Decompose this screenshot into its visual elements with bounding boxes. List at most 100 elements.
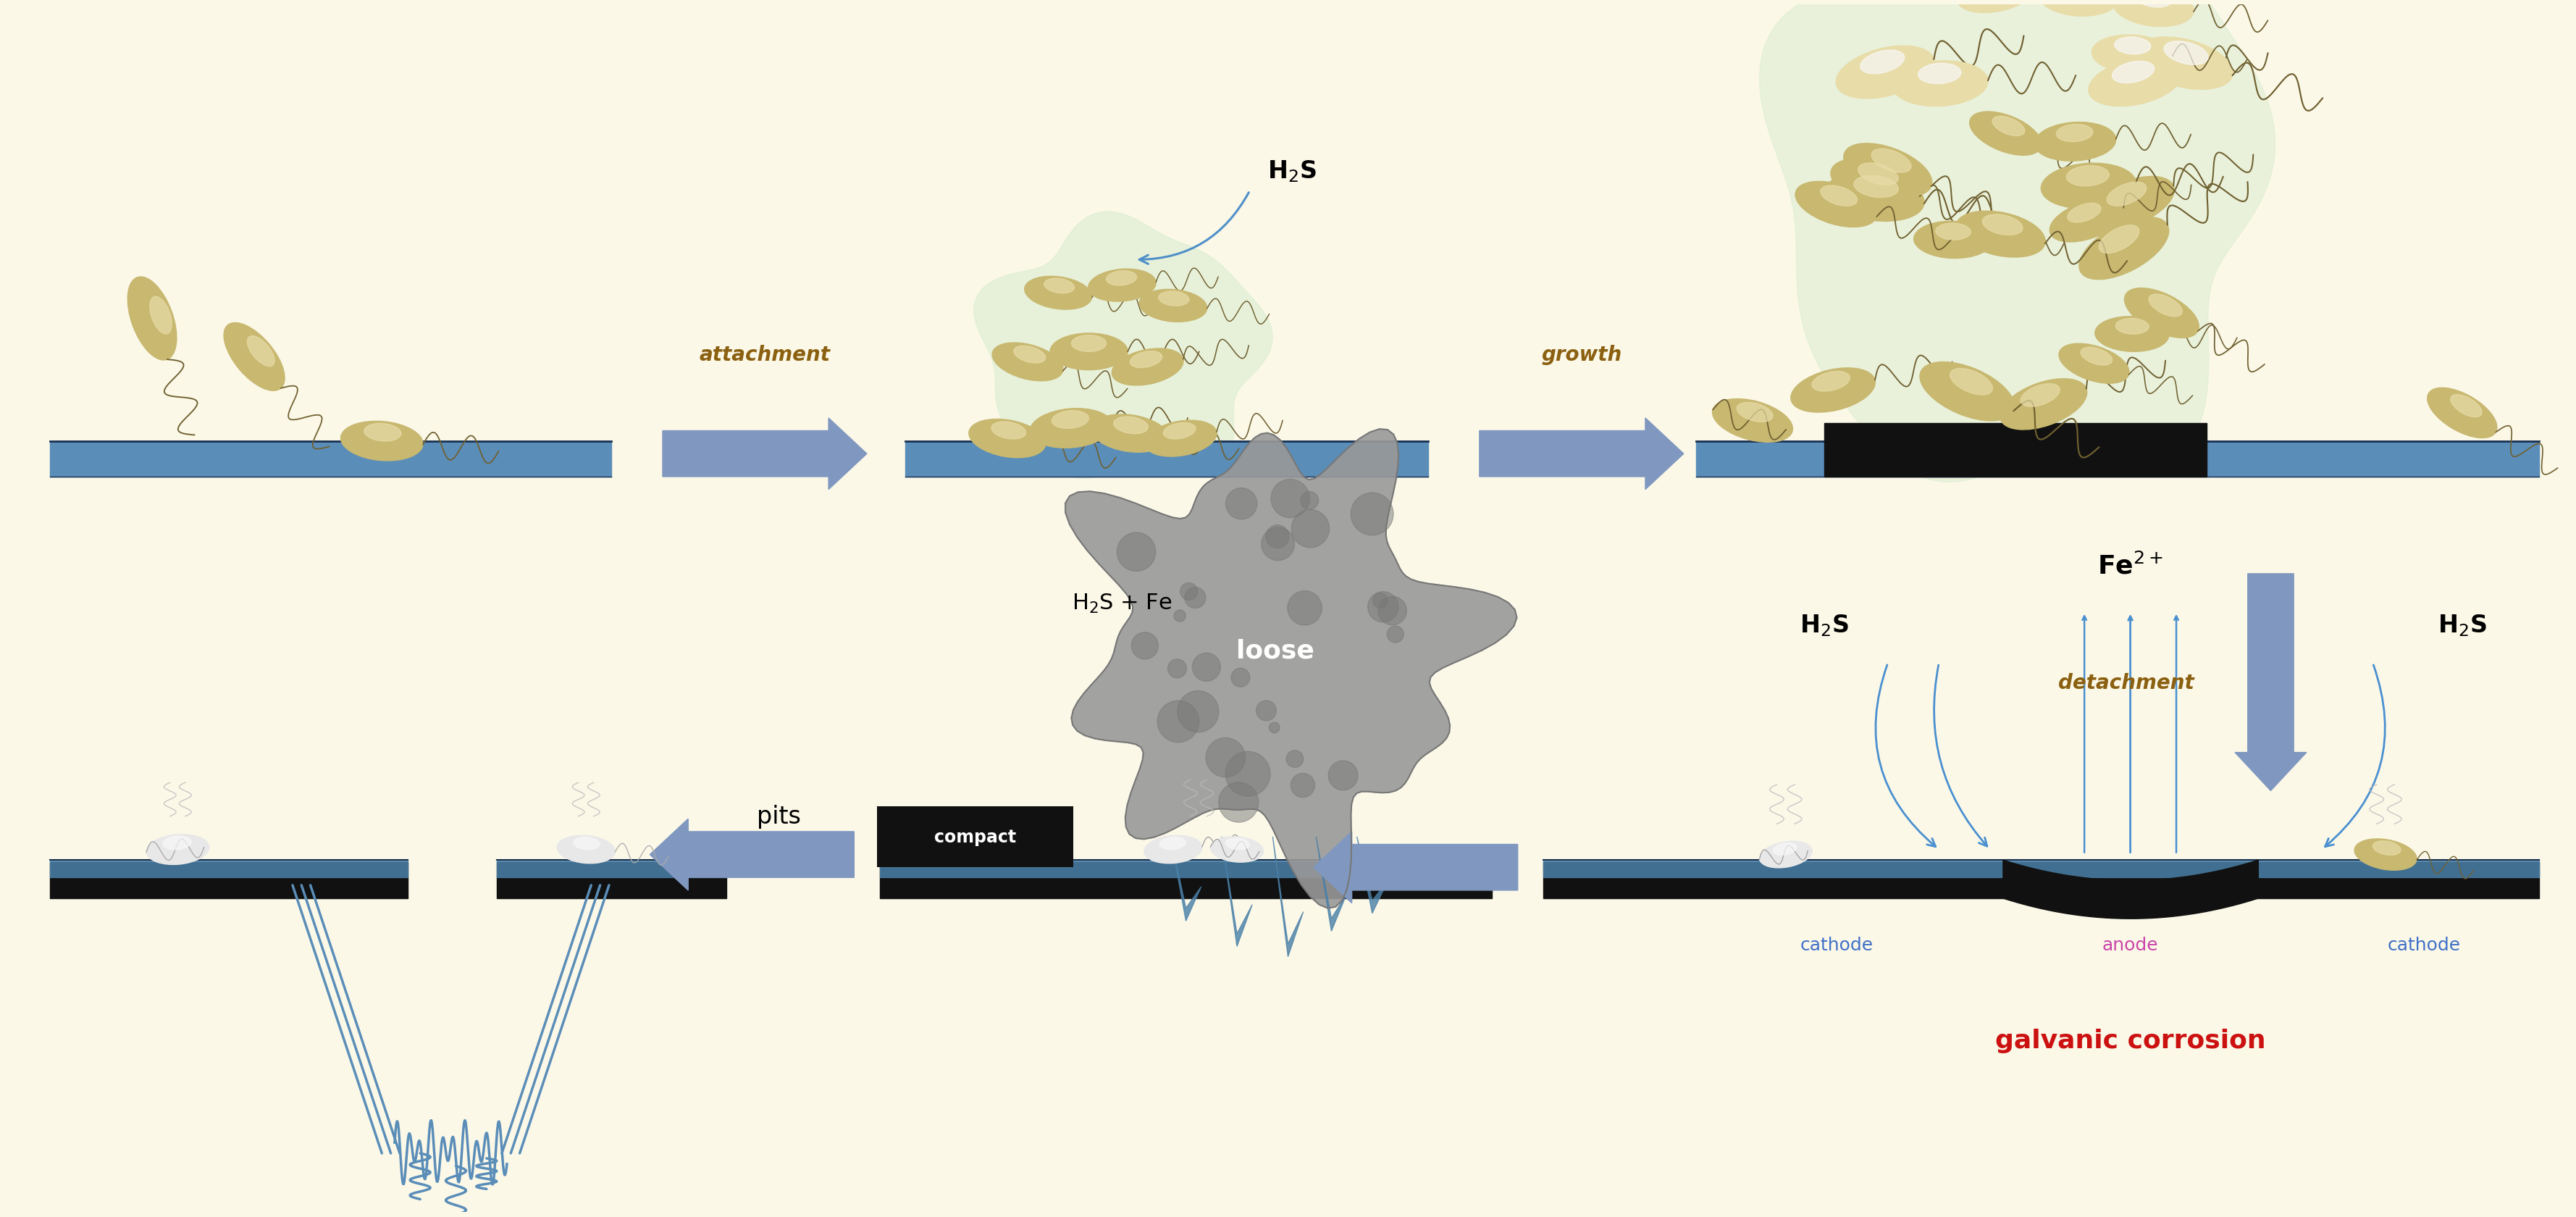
Ellipse shape (1713, 399, 1793, 443)
Ellipse shape (574, 837, 600, 849)
Ellipse shape (1144, 421, 1216, 456)
Circle shape (1180, 583, 1198, 600)
Ellipse shape (1971, 112, 2043, 156)
Text: Fe$^{2+}$: Fe$^{2+}$ (2097, 553, 2164, 579)
FancyArrowPatch shape (1139, 194, 1249, 264)
Ellipse shape (1999, 380, 2087, 430)
Ellipse shape (2112, 0, 2195, 27)
Ellipse shape (969, 420, 1046, 458)
Ellipse shape (2035, 123, 2115, 162)
Ellipse shape (2372, 841, 2401, 856)
Circle shape (1368, 591, 1399, 623)
Ellipse shape (129, 277, 178, 360)
Circle shape (1378, 596, 1406, 626)
Ellipse shape (2094, 316, 2169, 352)
Ellipse shape (224, 324, 286, 391)
Text: H$_2$S: H$_2$S (1267, 158, 1316, 184)
Circle shape (1285, 751, 1303, 768)
Ellipse shape (1159, 292, 1190, 307)
Ellipse shape (247, 336, 276, 366)
Ellipse shape (1919, 363, 2014, 421)
Ellipse shape (2133, 38, 2233, 90)
Ellipse shape (340, 421, 422, 461)
Ellipse shape (2069, 203, 2102, 223)
Ellipse shape (2058, 344, 2130, 383)
Ellipse shape (1870, 150, 1911, 173)
Circle shape (1157, 701, 1198, 742)
Text: cathode: cathode (1801, 936, 1873, 954)
Circle shape (1131, 633, 1159, 660)
Polygon shape (1221, 837, 1252, 947)
Circle shape (1226, 752, 1270, 796)
Ellipse shape (1113, 349, 1182, 386)
Ellipse shape (2099, 225, 2138, 253)
Ellipse shape (1772, 843, 1795, 856)
FancyArrowPatch shape (1875, 666, 1935, 847)
FancyArrow shape (662, 419, 868, 490)
Polygon shape (1358, 837, 1388, 914)
Ellipse shape (1821, 186, 1857, 207)
Text: compact: compact (935, 829, 1018, 846)
Text: galvanic corrosion: galvanic corrosion (1994, 1028, 2267, 1053)
Ellipse shape (1857, 163, 1899, 186)
Text: H$_2$S: H$_2$S (2437, 612, 2486, 638)
Text: H$_2$S: H$_2$S (1801, 612, 1850, 638)
Ellipse shape (2066, 167, 2110, 186)
Ellipse shape (1935, 224, 1971, 241)
Ellipse shape (2125, 288, 2200, 338)
Circle shape (1329, 761, 1358, 791)
Circle shape (1167, 660, 1188, 678)
Ellipse shape (2020, 385, 2061, 406)
Circle shape (1118, 533, 1157, 572)
Circle shape (1226, 488, 1257, 520)
Ellipse shape (1211, 837, 1265, 863)
Circle shape (1193, 654, 1221, 682)
Ellipse shape (1832, 159, 1919, 208)
Ellipse shape (992, 422, 1025, 439)
Ellipse shape (1844, 144, 1932, 197)
Ellipse shape (2089, 58, 2182, 107)
Ellipse shape (1837, 46, 1935, 100)
Ellipse shape (1955, 212, 2045, 258)
Ellipse shape (1860, 51, 1904, 74)
Ellipse shape (2115, 319, 2148, 335)
Ellipse shape (1759, 841, 1811, 868)
Circle shape (1177, 691, 1218, 733)
Ellipse shape (1113, 417, 1149, 434)
Text: loose: loose (1236, 638, 1314, 663)
Ellipse shape (2115, 38, 2151, 55)
Circle shape (1206, 738, 1244, 778)
Ellipse shape (2092, 35, 2172, 74)
Text: anode: anode (2102, 936, 2159, 954)
Ellipse shape (1736, 403, 1772, 422)
Circle shape (1350, 493, 1394, 535)
Ellipse shape (1105, 271, 1136, 286)
Ellipse shape (2040, 164, 2136, 209)
Circle shape (1231, 668, 1249, 688)
Ellipse shape (1826, 173, 1924, 221)
Text: pits: pits (757, 804, 801, 829)
Ellipse shape (1015, 347, 1046, 364)
Circle shape (1386, 627, 1404, 643)
Ellipse shape (2040, 0, 2117, 17)
Ellipse shape (363, 424, 402, 442)
Circle shape (1270, 479, 1309, 518)
Ellipse shape (2450, 396, 2481, 417)
Ellipse shape (2107, 183, 2146, 207)
Ellipse shape (2081, 348, 2112, 365)
FancyBboxPatch shape (876, 806, 1074, 868)
Circle shape (1270, 723, 1280, 733)
Ellipse shape (1131, 352, 1162, 369)
FancyArrow shape (1479, 419, 1685, 490)
FancyArrowPatch shape (1935, 666, 1986, 847)
Text: H$_2$S + Fe: H$_2$S + Fe (1072, 591, 1172, 615)
Ellipse shape (1043, 279, 1074, 293)
Ellipse shape (2148, 295, 2182, 318)
Circle shape (1175, 610, 1185, 622)
Circle shape (1301, 492, 1319, 510)
Polygon shape (974, 212, 1273, 478)
Ellipse shape (1919, 63, 1960, 84)
Polygon shape (1273, 837, 1303, 957)
Ellipse shape (1795, 183, 1878, 228)
FancyArrow shape (649, 819, 855, 891)
